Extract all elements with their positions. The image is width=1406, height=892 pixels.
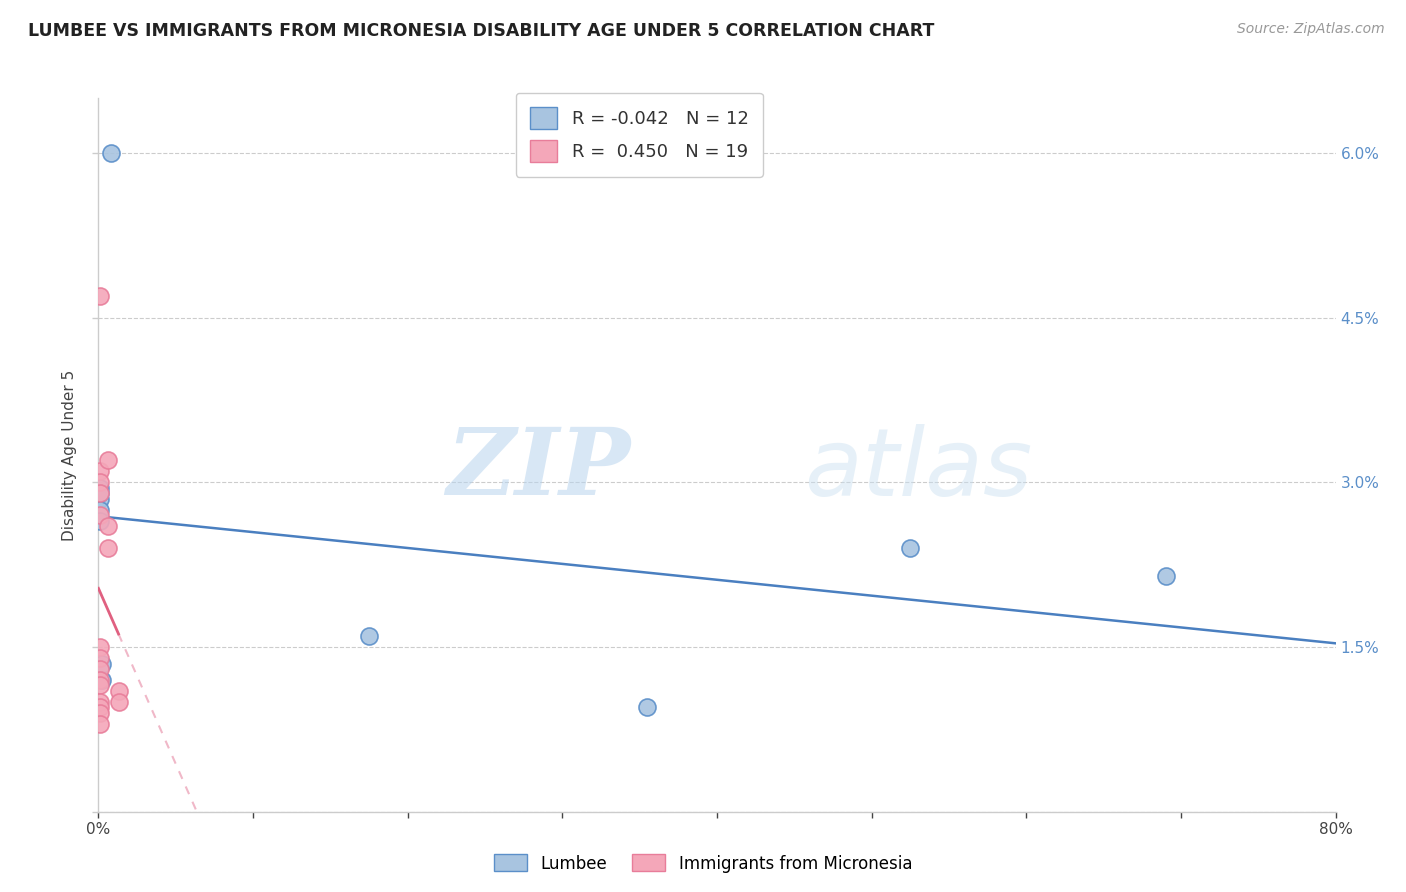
Point [89, 706, 111, 720]
Legend: R = -0.042   N = 12, R =  0.450   N = 19: R = -0.042 N = 12, R = 0.450 N = 19 [516, 93, 763, 177]
Point [89, 695, 111, 709]
Point [107, 695, 129, 709]
Point [89, 503, 111, 517]
Point [89, 662, 111, 676]
Point [90, 657, 112, 671]
Point [89, 289, 111, 303]
Y-axis label: Disability Age Under 5: Disability Age Under 5 [62, 369, 77, 541]
Point [90, 673, 112, 687]
Point [357, 629, 380, 643]
Point [89, 640, 111, 654]
Point [97, 519, 120, 533]
Point [89, 491, 111, 506]
Point [97, 453, 120, 467]
Point [89, 514, 111, 528]
Point [100, 146, 122, 161]
Point [107, 684, 129, 698]
Point [89, 678, 111, 692]
Text: atlas: atlas [804, 424, 1032, 515]
Point [89, 464, 111, 478]
Point [636, 700, 658, 714]
Point [89, 481, 111, 495]
Point [900, 541, 922, 556]
Text: LUMBEE VS IMMIGRANTS FROM MICRONESIA DISABILITY AGE UNDER 5 CORRELATION CHART: LUMBEE VS IMMIGRANTS FROM MICRONESIA DIS… [28, 22, 935, 40]
Point [89, 475, 111, 490]
Point [89, 673, 111, 687]
Text: ZIP: ZIP [446, 425, 630, 514]
Point [89, 486, 111, 500]
Point [89, 486, 111, 500]
Point [89, 508, 111, 523]
Point [89, 700, 111, 714]
Point [89, 651, 111, 665]
Point [1154, 568, 1177, 582]
Point [89, 717, 111, 731]
Legend: Lumbee, Immigrants from Micronesia: Lumbee, Immigrants from Micronesia [486, 847, 920, 880]
Text: Source: ZipAtlas.com: Source: ZipAtlas.com [1237, 22, 1385, 37]
Point [97, 541, 120, 556]
